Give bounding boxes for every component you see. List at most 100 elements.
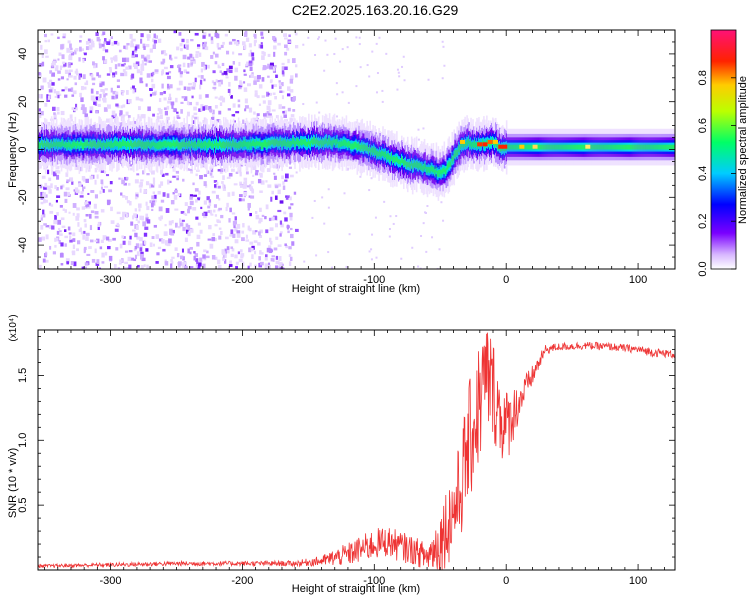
spectrogram-speckle (102, 56, 105, 61)
spectrogram-speckle (234, 67, 239, 73)
spectrogram-ridge-cell (116, 141, 118, 147)
spectrogram-speckle (118, 177, 121, 180)
spectrogram-ridge-cell (154, 142, 157, 149)
spectrogram-speckle (101, 252, 105, 258)
spectrogram-speckle (243, 87, 248, 92)
spectrogram-speckle (249, 49, 252, 53)
spectrogram-speckle (427, 78, 430, 81)
spectrogram-speckle (159, 218, 162, 221)
spectrogram-ridge-cell (324, 139, 327, 145)
spectrogram-speckle (53, 113, 57, 118)
spectrogram-speckle (279, 90, 283, 94)
spectrogram-speckle (274, 185, 279, 189)
spectrogram-speckle (65, 172, 69, 177)
spectrogram-ridge-cell (474, 140, 476, 148)
spectrogram-ridge-cell (398, 159, 400, 165)
spectrogram-speckle (161, 50, 164, 55)
spectrogram-speckle (179, 71, 183, 75)
spectrogram-speckle (206, 250, 209, 254)
spectrogram-speckle (256, 113, 260, 117)
spectrogram-ridge-cell (72, 140, 75, 148)
spectrogram-speckle (149, 242, 153, 248)
spectrogram-ridge-cell (234, 141, 237, 149)
spectrogram-speckle (266, 91, 270, 97)
spectrogram-speckle (192, 59, 196, 64)
spectrogram-speckle (130, 86, 133, 90)
spectrogram-speckle (359, 175, 362, 178)
spectrogram-speckle (226, 50, 230, 55)
spectrogram-speckle (292, 109, 296, 112)
spectrogram-speckle (85, 178, 89, 183)
spectrogram-speckle (215, 79, 218, 83)
spectrogram-speckle (250, 52, 255, 57)
spectrogram-speckle (120, 192, 123, 196)
spectrogram-ridge-cell (257, 140, 260, 146)
spectrogram-ridge-cell (467, 139, 469, 146)
spectrogram-ridge-cell (515, 144, 518, 150)
spectrogram-speckle (134, 232, 138, 238)
spectrogram-speckle (290, 75, 294, 81)
spectrogram-speckle (203, 174, 208, 177)
spectrogram-speckle (44, 259, 49, 263)
spectrogram-speckle (170, 199, 175, 205)
spectrogram-speckle (94, 239, 98, 242)
spectrogram-speckle (121, 179, 125, 185)
spectrogram-ridge-cell (48, 143, 51, 149)
spectrogram-speckle (210, 168, 214, 173)
spectrogram-speckle (38, 72, 41, 76)
spectrogram-speckle (192, 206, 197, 211)
spectrogram-speckle (73, 108, 76, 112)
spectrogram-speckle (200, 68, 203, 73)
spectrogram-speckle (233, 223, 236, 229)
spectrogram-ridge-cell (284, 140, 286, 147)
spectrogram-ridge-cell (253, 140, 256, 147)
spectrogram-speckle (259, 207, 262, 212)
spectrogram-speckle (266, 267, 270, 269)
spectrogram-speckle (179, 43, 183, 47)
spectrogram-speckle (249, 66, 253, 72)
spectrogram-speckle (263, 51, 266, 56)
spectrogram-speckle (203, 181, 207, 187)
spectrogram-speckle (212, 109, 215, 115)
spectrogram-speckle (134, 54, 138, 58)
spectrogram-speckle (392, 222, 395, 225)
spectrogram-speckle (289, 117, 293, 123)
spectrogram-speckle (245, 239, 250, 242)
spectrogram-speckle (252, 174, 255, 177)
spectrogram-speckle (174, 190, 178, 193)
spectrogram-ridge-cell (125, 140, 127, 148)
spectrogram-speckle (267, 93, 272, 96)
spectrogram-speckle (261, 51, 265, 55)
spectrogram-speckle (86, 201, 89, 205)
spectrogram-speckle (388, 235, 391, 238)
spectrogram-speckle (153, 194, 157, 199)
spectrogram-speckle (96, 238, 100, 244)
spectrogram-speckle (157, 246, 162, 250)
spectrogram-ridge-cell (81, 142, 84, 149)
spectrogram-speckle (242, 223, 245, 228)
spectrogram-ridge-cell (112, 142, 114, 148)
spectrogram-ridge-cell (461, 142, 463, 148)
spectrogram-speckle (55, 65, 59, 69)
spectrogram-speckle (187, 248, 190, 254)
spectrogram-ridge-cell (123, 139, 125, 147)
spectrogram-speckle (106, 41, 111, 45)
spectrogram-ridge-cell (492, 137, 494, 144)
spectrogram-speckle (198, 190, 201, 195)
spectrogram-ridge-cell (120, 141, 122, 149)
spectrogram-speckle (284, 37, 288, 40)
spectrogram-ridge-cell (538, 144, 541, 150)
spectrogram-ridge-cell (304, 138, 306, 146)
spectrogram-speckle (327, 188, 330, 191)
spectrogram-ridge-cell (341, 141, 344, 147)
spectrogram-speckle (195, 162, 199, 167)
spectrogram-ridge-cell (441, 168, 444, 174)
spectrogram-speckle (341, 91, 344, 94)
spectrogram-speckle (39, 185, 43, 189)
spectrogram-speckle (241, 237, 245, 242)
spectrogram-speckle (259, 173, 263, 178)
spectrogram-speckle (132, 229, 136, 232)
spectrogram-ridge-cell (119, 140, 121, 148)
spectrogram-speckle (264, 263, 269, 269)
spectrogram-speckle (239, 80, 242, 86)
